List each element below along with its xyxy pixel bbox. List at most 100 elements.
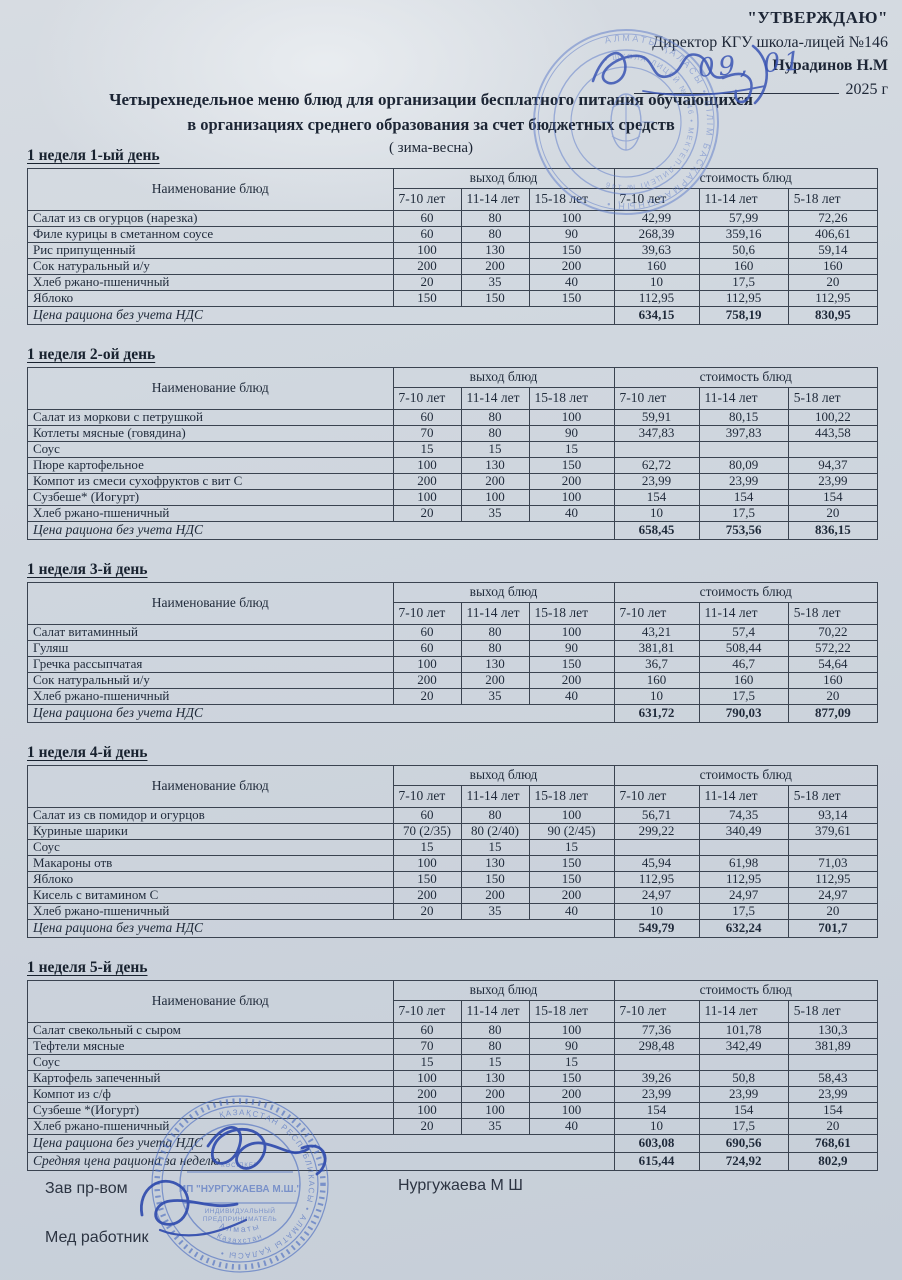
cost-value-cell: 112,95 xyxy=(787,290,879,307)
output-value-cell: 150 xyxy=(460,871,530,888)
dish-name-cell: Компот из с/ф xyxy=(27,1086,394,1103)
dish-row: Сок натуральный и/у 200 200 200 160 160 160 xyxy=(27,258,879,275)
output-value-cell: 200 xyxy=(392,887,462,904)
day-section: 1 неделя 3-й день Наименование блюд выход … xyxy=(27,561,879,723)
output-value-cell: 60 xyxy=(392,1022,462,1039)
output-value-cell: 15 xyxy=(460,441,530,458)
output-value-cell: 80 (2/40) xyxy=(460,823,530,840)
output-value-cell: 80 xyxy=(460,624,530,641)
total-value-cell: 802,9 xyxy=(787,1152,879,1171)
cost-value-cell: 23,99 xyxy=(787,473,879,490)
dish-name-cell: Сок натуральный и/у xyxy=(27,672,394,689)
output-value-cell: 200 xyxy=(528,473,615,490)
output-value-cell: 100 xyxy=(392,656,462,673)
cost-value-cell: 23,99 xyxy=(613,1086,700,1103)
output-value-cell: 150 xyxy=(460,290,530,307)
day-section: 1 неделя 4-й день Наименование блюд выход … xyxy=(27,744,879,938)
director-name: Нурадинов Н.М xyxy=(772,56,888,74)
cost-value-cell: 17,5 xyxy=(698,903,789,920)
cost-value-cell: 359,16 xyxy=(698,226,789,243)
output-value-cell: 20 xyxy=(392,1118,462,1135)
dish-name-cell: Салат из св огурцов (нарезка) xyxy=(27,210,394,227)
output-value-cell: 150 xyxy=(528,855,615,872)
cost-value-cell: 340,49 xyxy=(698,823,789,840)
output-value-cell: 90 xyxy=(528,226,615,243)
total-value-cell: 615,44 xyxy=(613,1152,700,1171)
dish-name-cell: Макароны отв xyxy=(27,855,394,872)
dish-row: Компот из с/ф 200 200 200 23,99 23,99 23,99 xyxy=(27,1086,879,1103)
output-value-cell: 80 xyxy=(460,425,530,442)
output-value-cell: 200 xyxy=(528,887,615,904)
svg-text:Казахстан: Казахстан xyxy=(216,1231,265,1245)
cost-value-cell: 160 xyxy=(787,672,879,689)
cost-value-cell: 23,99 xyxy=(698,1086,789,1103)
cost-value-cell: 10 xyxy=(613,688,700,705)
day-heading: 1 неделя 2-ой день xyxy=(27,346,156,363)
col-header-output-age: 15-18 лет xyxy=(528,387,615,410)
col-header-cost-group: стоимость блюд xyxy=(613,980,878,1001)
day-section: 1 неделя 5-й день Наименование блюд выход … xyxy=(27,959,879,1171)
dish-name-cell: Тефтели мясные xyxy=(27,1038,394,1055)
cost-value-cell: 154 xyxy=(787,489,879,506)
cost-value-cell: 160 xyxy=(787,258,879,275)
output-value-cell: 100 xyxy=(528,210,615,227)
output-value-cell: 80 xyxy=(460,226,530,243)
output-value-cell: 100 xyxy=(392,1070,462,1087)
cost-value-cell: 23,99 xyxy=(787,1086,879,1103)
cost-value-cell: 42,99 xyxy=(613,210,700,227)
day-heading: 1 неделя 5-й день xyxy=(27,959,148,976)
output-value-cell: 100 xyxy=(460,1102,530,1119)
output-value-cell: 150 xyxy=(392,290,462,307)
cost-value-cell: 10 xyxy=(613,1118,700,1135)
dish-name-cell: Салат из моркови с петрушкой xyxy=(27,409,394,426)
output-value-cell: 80 xyxy=(460,1038,530,1055)
output-value-cell: 200 xyxy=(528,1086,615,1103)
total-value-cell: 634,15 xyxy=(613,306,700,325)
day-heading: 1 неделя 3-й день xyxy=(27,561,148,578)
col-header-name: Наименование блюд xyxy=(27,168,394,211)
dish-name-cell: Кисель с витамином С xyxy=(27,887,394,904)
output-value-cell: 35 xyxy=(460,1118,530,1135)
col-header-output-group: выход блюд xyxy=(392,582,615,603)
cost-value-cell: 154 xyxy=(613,1102,700,1119)
sections: 1 неделя 1-ый день Наименование блюд выход… xyxy=(27,147,879,1192)
cost-value-cell: 58,43 xyxy=(787,1070,879,1087)
dish-row: Филе курицы в сметанном соусе 60 80 90 268,3… xyxy=(27,226,879,243)
cost-value-cell: 112,95 xyxy=(613,290,700,307)
output-value-cell: 130 xyxy=(460,242,530,259)
total-value-cell: 768,61 xyxy=(787,1134,879,1153)
col-header-output-age: 7-10 лет xyxy=(392,1000,462,1023)
dish-row: Картофель запеченный 100 130 150 39,26 50,8 58… xyxy=(27,1070,879,1087)
cost-value-cell: 10 xyxy=(613,903,700,920)
cost-value-cell: 20 xyxy=(787,274,879,291)
cost-value-cell: 59,91 xyxy=(613,409,700,426)
col-header-output-age: 7-10 лет xyxy=(392,387,462,410)
output-value-cell: 70 (2/35) xyxy=(392,823,462,840)
dish-name-cell: Хлеб ржано-пшеничный xyxy=(27,1118,394,1135)
cost-value-cell xyxy=(698,1054,789,1071)
output-value-cell: 15 xyxy=(528,1054,615,1071)
dish-row: Хлеб ржано-пшеничный 20 35 40 10 17,5 20 xyxy=(27,688,879,705)
cost-value-cell: 50,6 xyxy=(698,242,789,259)
cost-value-cell: 160 xyxy=(698,258,789,275)
total-value-cell: 758,19 xyxy=(698,306,789,325)
cost-value-cell: 93,14 xyxy=(787,807,879,824)
cost-value-cell: 17,5 xyxy=(698,505,789,522)
dish-name-cell: Яблоко xyxy=(27,871,394,888)
cost-value-cell: 268,39 xyxy=(613,226,700,243)
col-header-output-age: 7-10 лет xyxy=(392,602,462,625)
output-value-cell: 40 xyxy=(528,688,615,705)
cost-value-cell xyxy=(787,441,879,458)
dish-name-cell: Яблоко xyxy=(27,290,394,307)
cost-value-cell: 23,99 xyxy=(613,473,700,490)
dish-row: Компот из смеси сухофруктов с вит С 200 20… xyxy=(27,473,879,490)
dish-name-cell: Салат свекольный с сыром xyxy=(27,1022,394,1039)
output-value-cell: 200 xyxy=(392,1086,462,1103)
cost-value-cell: 112,95 xyxy=(613,871,700,888)
dish-row: Пюре картофельное 100 130 150 62,72 80,09 94,3… xyxy=(27,457,879,474)
output-value-cell: 40 xyxy=(528,505,615,522)
output-value-cell: 90 xyxy=(528,1038,615,1055)
col-header-cost-group: стоимость блюд xyxy=(613,168,878,189)
col-header-cost-group: стоимость блюд xyxy=(613,765,878,786)
col-header-output-age: 15-18 лет xyxy=(528,188,615,211)
